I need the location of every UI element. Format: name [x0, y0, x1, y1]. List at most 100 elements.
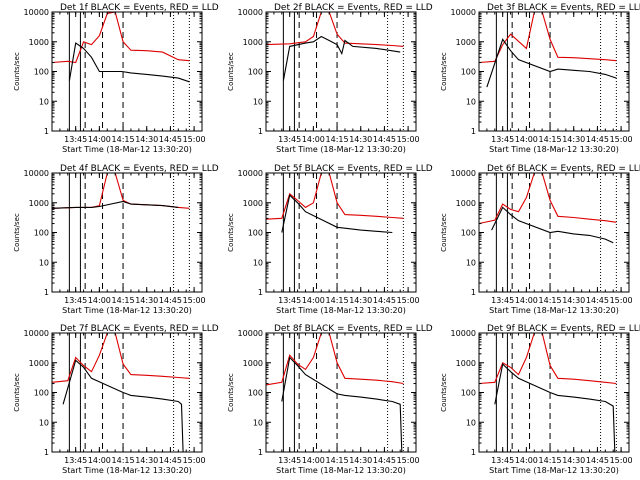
y-axis-label: Counts/sec [227, 213, 235, 252]
y-tick-label: 1000 [456, 38, 476, 47]
panel-9: Det 9f BLACK = Events, RED = LLD 1 10 100 10… [440, 324, 640, 475]
y-tick-label: 10000 [24, 329, 49, 338]
lld-series-line [51, 172, 190, 209]
events-series-line [281, 194, 393, 234]
y-tick-label: 100 [461, 229, 476, 238]
plot-frame [51, 11, 203, 132]
plot-frame [478, 11, 630, 132]
x-tick-label: 14:00 [515, 296, 538, 305]
x-tick-label: 14:15 [112, 296, 135, 305]
plot-frame [51, 172, 203, 293]
y-tick-label: 10000 [238, 8, 263, 17]
x-tick-label: 14:00 [515, 135, 538, 144]
y-axis-label: Counts/sec [227, 52, 235, 91]
y-axis-label: Counts/sec [440, 213, 448, 252]
plot-frame [265, 172, 417, 293]
x-axis-label: Start Time (18-Mar-12 13:30:20) [276, 306, 406, 315]
y-tick-label: 10 [466, 418, 476, 427]
y-axis-label: Counts/sec [440, 373, 448, 412]
x-tick-label: 13:45 [491, 296, 514, 305]
y-axis-label: Counts/sec [13, 213, 21, 252]
events-series-line [68, 42, 190, 83]
y-tick-label: 100 [461, 68, 476, 77]
y-tick-label: 10000 [238, 329, 263, 338]
x-tick-label: 15:00 [397, 456, 420, 465]
events-series-line [282, 35, 401, 81]
x-tick-label: 14:45 [159, 135, 182, 144]
x-tick-label: 14:30 [135, 296, 158, 305]
x-tick-label: 13:45 [64, 296, 87, 305]
y-tick-label: 1000 [29, 199, 49, 208]
x-tick-label: 14:15 [326, 135, 349, 144]
x-tick-label: 15:00 [610, 296, 633, 305]
panel-title: Det 6f BLACK = Events, RED = LLD [487, 164, 640, 174]
x-tick-label: 13:45 [64, 135, 87, 144]
x-tick-label: 14:00 [515, 456, 538, 465]
x-tick-label: 15:00 [183, 456, 206, 465]
x-tick-label: 15:00 [183, 135, 206, 144]
x-tick-label: 14:00 [302, 296, 325, 305]
y-tick-label: 1 [44, 127, 49, 136]
y-tick-label: 10000 [451, 8, 476, 17]
x-tick-label: 14:30 [562, 135, 585, 144]
panel-2: Det 2f BLACK = Events, RED = LLD 1 10 100 10… [227, 3, 433, 154]
x-tick-label: 13:45 [278, 296, 301, 305]
panel-3: Det 3f BLACK = Events, RED = LLD 1 10 100 10… [440, 3, 640, 154]
y-tick-label: 1000 [456, 359, 476, 368]
x-tick-label: 14:15 [112, 456, 135, 465]
panel-title: Det 3f BLACK = Events, RED = LLD [487, 3, 640, 13]
x-tick-label: 14:45 [586, 456, 609, 465]
y-tick-label: 1000 [243, 38, 263, 47]
x-tick-label: 14:45 [586, 296, 609, 305]
x-tick-label: 14:15 [326, 456, 349, 465]
y-tick-label: 100 [461, 389, 476, 398]
lld-series-line [478, 172, 617, 225]
y-tick-label: 10 [39, 258, 49, 267]
y-tick-label: 100 [248, 229, 263, 238]
x-tick-label: 15:00 [610, 135, 633, 144]
events-series-line [51, 200, 179, 209]
x-tick-label: 14:15 [539, 456, 562, 465]
x-tick-label: 13:45 [278, 135, 301, 144]
y-tick-label: 10 [39, 418, 49, 427]
x-axis-label: Start Time (18-Mar-12 13:30:20) [489, 145, 619, 154]
y-tick-label: 100 [34, 68, 49, 77]
y-tick-label: 1 [44, 448, 49, 457]
y-tick-label: 10 [253, 97, 263, 106]
y-axis-label: Counts/sec [13, 52, 21, 91]
x-tick-label: 15:00 [397, 135, 420, 144]
panel-5: Det 5f BLACK = Events, RED = LLD 1 10 100 10… [227, 164, 433, 315]
x-tick-label: 14:15 [326, 296, 349, 305]
y-tick-label: 1000 [243, 359, 263, 368]
x-tick-label: 14:45 [159, 456, 182, 465]
x-axis-label: Start Time (18-Mar-12 13:30:20) [62, 466, 192, 475]
y-tick-label: 100 [34, 389, 49, 398]
x-tick-label: 14:30 [349, 296, 372, 305]
y-tick-label: 10000 [24, 8, 49, 17]
events-series-line [491, 206, 614, 244]
x-axis-label: Start Time (18-Mar-12 13:30:20) [489, 466, 619, 475]
y-axis-label: Counts/sec [440, 52, 448, 91]
y-tick-label: 1 [258, 127, 263, 136]
x-tick-label: 14:30 [562, 296, 585, 305]
x-tick-label: 14:30 [349, 456, 372, 465]
panel-6: Det 6f BLACK = Events, RED = LLD 1 10 100 10… [440, 164, 640, 315]
x-tick-label: 14:00 [88, 296, 111, 305]
x-tick-label: 14:45 [159, 296, 182, 305]
y-tick-label: 10000 [24, 169, 49, 178]
plot-frame [265, 11, 417, 132]
lld-series-line [51, 332, 190, 383]
x-axis-label: Start Time (18-Mar-12 13:30:20) [489, 306, 619, 315]
y-tick-label: 10000 [451, 329, 476, 338]
panel-4: Det 4f BLACK = Events, RED = LLD 1 10 100 10… [13, 164, 219, 315]
events-series-line [486, 38, 617, 88]
events-series-line [281, 356, 403, 453]
x-tick-label: 14:45 [586, 135, 609, 144]
x-tick-label: 14:00 [302, 456, 325, 465]
panel-title: Det 7f BLACK = Events, RED = LLD [60, 324, 219, 334]
plot-frame [478, 172, 630, 293]
panel-8: Det 8f BLACK = Events, RED = LLD 1 10 100 10… [227, 324, 433, 475]
x-tick-label: 13:45 [64, 456, 87, 465]
x-tick-label: 13:45 [491, 135, 514, 144]
panel-7: Det 7f BLACK = Events, RED = LLD 1 10 100 10… [13, 324, 219, 475]
